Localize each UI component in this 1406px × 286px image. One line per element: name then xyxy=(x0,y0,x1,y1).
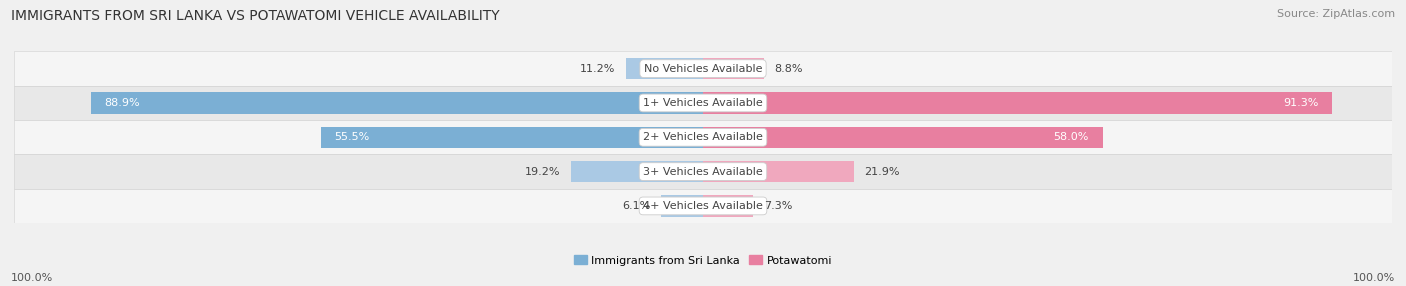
Bar xyxy=(14,86,1392,120)
Bar xyxy=(14,189,1392,223)
Text: 8.8%: 8.8% xyxy=(773,64,803,74)
Bar xyxy=(703,92,1331,114)
Text: 2+ Vehicles Available: 2+ Vehicles Available xyxy=(643,132,763,142)
Text: 100.0%: 100.0% xyxy=(1353,273,1395,283)
Bar xyxy=(14,51,1392,86)
Bar xyxy=(626,58,703,79)
Text: 4+ Vehicles Available: 4+ Vehicles Available xyxy=(643,201,763,211)
Bar xyxy=(571,161,703,182)
Legend: Immigrants from Sri Lanka, Potawatomi: Immigrants from Sri Lanka, Potawatomi xyxy=(574,255,832,266)
Text: 91.3%: 91.3% xyxy=(1282,98,1319,108)
Bar xyxy=(703,127,1102,148)
Bar xyxy=(14,154,1392,189)
Bar xyxy=(90,92,703,114)
Text: 7.3%: 7.3% xyxy=(763,201,792,211)
Text: 100.0%: 100.0% xyxy=(11,273,53,283)
Bar xyxy=(703,195,754,217)
Text: 3+ Vehicles Available: 3+ Vehicles Available xyxy=(643,167,763,176)
Bar xyxy=(703,161,853,182)
Text: 58.0%: 58.0% xyxy=(1053,132,1088,142)
Text: 55.5%: 55.5% xyxy=(335,132,370,142)
Text: 1+ Vehicles Available: 1+ Vehicles Available xyxy=(643,98,763,108)
Bar xyxy=(703,58,763,79)
Text: Source: ZipAtlas.com: Source: ZipAtlas.com xyxy=(1277,9,1395,19)
Bar xyxy=(661,195,703,217)
Text: 88.9%: 88.9% xyxy=(104,98,141,108)
Text: 6.1%: 6.1% xyxy=(623,201,651,211)
Text: 21.9%: 21.9% xyxy=(865,167,900,176)
Text: 11.2%: 11.2% xyxy=(581,64,616,74)
Bar xyxy=(321,127,703,148)
Text: IMMIGRANTS FROM SRI LANKA VS POTAWATOMI VEHICLE AVAILABILITY: IMMIGRANTS FROM SRI LANKA VS POTAWATOMI … xyxy=(11,9,501,23)
Text: No Vehicles Available: No Vehicles Available xyxy=(644,64,762,74)
Text: 19.2%: 19.2% xyxy=(524,167,561,176)
Bar xyxy=(14,120,1392,154)
